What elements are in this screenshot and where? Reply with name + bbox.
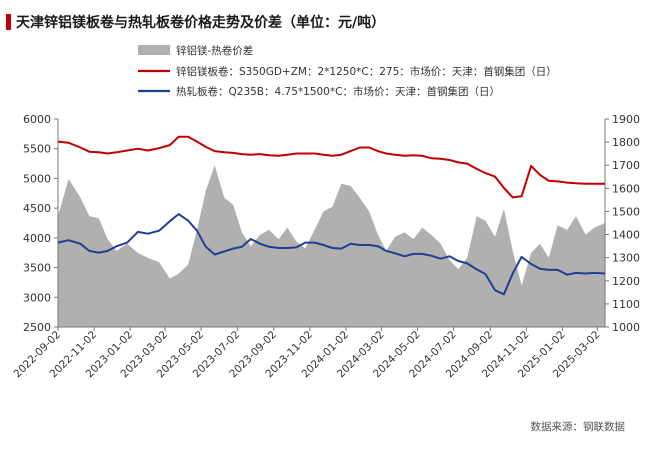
right-tick-label: 1900 <box>612 113 640 126</box>
right-tick-label: 1400 <box>612 229 640 242</box>
left-axis-ticks: 2500 3000 3500 4000 4500 5000 5500 6000 <box>23 113 58 334</box>
left-tick-label: 3500 <box>23 262 51 275</box>
right-tick-label: 1100 <box>612 298 640 311</box>
right-tick-label: 1300 <box>612 252 640 265</box>
right-tick-label: 1800 <box>612 136 640 149</box>
right-axis-ticks: 1000 1100 1200 1300 1400 1500 1600 1700 1800 1900 <box>605 113 640 334</box>
right-tick-label: 1200 <box>612 275 640 288</box>
left-tick-label: 3000 <box>23 291 51 304</box>
legend: 锌铝镁-热卷价差 锌铝镁板卷：S350GD+ZM：2*1250*C：275：市场… <box>138 44 557 98</box>
right-tick-label: 1600 <box>612 182 640 195</box>
legend-label-hrc: 热轧板卷：Q235B：4.75*1500*C：市场价：天津：首钢集团（日） <box>176 85 500 98</box>
legend-swatch-spread <box>138 45 170 55</box>
title-accent-bar <box>6 14 11 30</box>
axes-layer <box>57 119 606 328</box>
right-tick-label: 1700 <box>612 159 640 172</box>
left-tick-label: 5000 <box>23 172 51 185</box>
left-tick-label: 4000 <box>23 232 51 245</box>
spread-area-layer <box>58 165 605 327</box>
left-tick-label: 6000 <box>23 113 51 126</box>
left-tick-label: 5500 <box>23 143 51 156</box>
source-note: 数据来源：钢联数据 <box>531 420 626 433</box>
series-znalmg-line <box>57 135 605 199</box>
legend-label-znalmg: 锌铝镁板卷：S350GD+ZM：2*1250*C：275：市场价：天津：首钢集团… <box>176 65 557 78</box>
left-tick-label: 2500 <box>23 321 51 334</box>
lines-layer <box>57 135 606 296</box>
right-tick-label: 1500 <box>612 205 640 218</box>
series-spread-area <box>58 165 605 327</box>
left-tick-label: 4500 <box>23 202 51 215</box>
right-tick-label: 1000 <box>612 321 640 334</box>
series-hrc-line <box>57 213 606 296</box>
chart-title: 天津锌铝镁板卷与热轧板卷价格走势及价差（单位：元/吨） <box>16 14 385 31</box>
legend-label-spread: 锌铝镁-热卷价差 <box>176 44 253 57</box>
